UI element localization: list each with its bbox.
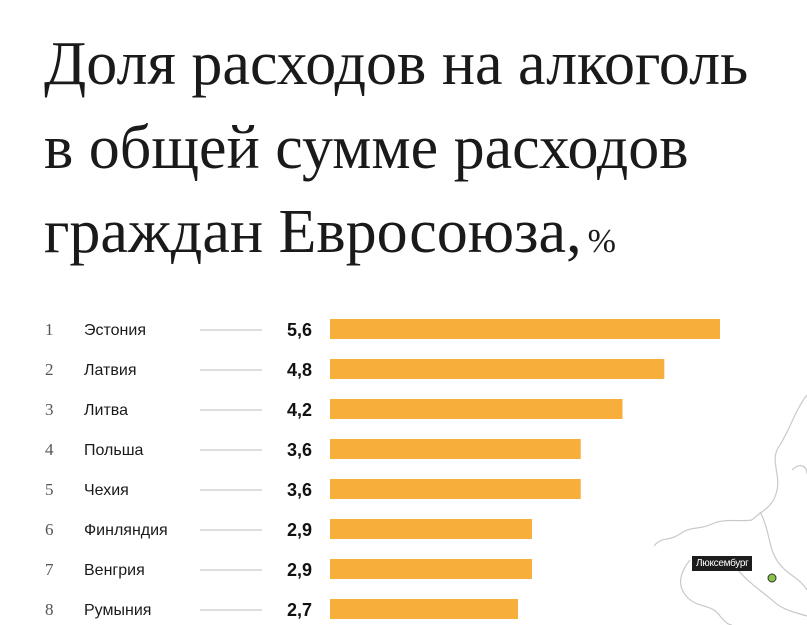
category-label: Польша (84, 442, 144, 459)
rank-label: 4 (45, 440, 54, 459)
rank-label: 2 (45, 360, 54, 379)
title-line-3: граждан Евросоюза,% (44, 190, 807, 284)
bar-row: 6 Финляндия 2,9 (45, 519, 532, 540)
bar-row: 7 Венгрия 2,9 (45, 559, 532, 580)
bar (330, 399, 623, 419)
bar-chart: 1 Эстония 5,6 2 Латвия 4,8 3 Литва 4,2 4 Польша 3,6… (45, 319, 720, 620)
bar-row: 5 Чехия 3,6 (45, 479, 581, 500)
value-label: 3,6 (287, 480, 312, 500)
value-label: 5,6 (287, 320, 312, 340)
map-border-north (751, 394, 807, 521)
value-label: 4,8 (287, 360, 312, 380)
chart-title: Доля расходов на алкоголь в общей сумме … (44, 22, 807, 284)
category-label: Эстония (84, 322, 146, 339)
title-line-1: Доля расходов на алкоголь (44, 30, 749, 98)
map-inner-border (759, 511, 807, 591)
category-label: Литва (84, 402, 128, 419)
rank-label: 7 (45, 560, 54, 579)
value-label: 2,9 (287, 560, 312, 580)
value-label: 3,6 (287, 440, 312, 460)
category-label: Финляндия (84, 522, 168, 539)
category-label: Венгрия (84, 562, 145, 579)
category-label: Чехия (84, 482, 129, 499)
bar (330, 559, 532, 579)
bar-row: 4 Польша 3,6 (45, 439, 581, 460)
bar (330, 319, 720, 339)
value-label: 2,7 (287, 600, 312, 620)
rank-label: 8 (45, 600, 54, 619)
value-label: 4,2 (287, 400, 312, 420)
map-coast-south (680, 559, 733, 625)
map-coast-west (653, 519, 753, 547)
bar (330, 479, 581, 499)
bar (330, 599, 519, 619)
bar-row: 2 Латвия 4,8 (45, 359, 665, 380)
title-line-2: в общей сумме расходов (44, 114, 689, 182)
bar-row: 3 Литва 4,2 (45, 399, 623, 420)
bar (330, 519, 532, 539)
value-label: 2,9 (287, 520, 312, 540)
luxembourg-marker (767, 573, 777, 583)
bar (330, 439, 581, 459)
bar (330, 359, 665, 379)
title-unit: % (587, 223, 616, 260)
rank-label: 6 (45, 520, 54, 539)
map-inner-border-2 (737, 569, 807, 617)
category-label: Латвия (84, 362, 136, 379)
rank-label: 1 (45, 320, 54, 339)
bar-row: 1 Эстония 5,6 (45, 319, 720, 340)
rank-label: 3 (45, 400, 54, 419)
luxembourg-label: Люксембург (692, 556, 753, 571)
bar-row: 8 Румыния 2,7 (45, 599, 519, 620)
title-line-3-text: граждан Евросоюза, (44, 198, 582, 266)
category-label: Румыния (84, 602, 151, 619)
rank-label: 5 (45, 480, 54, 499)
